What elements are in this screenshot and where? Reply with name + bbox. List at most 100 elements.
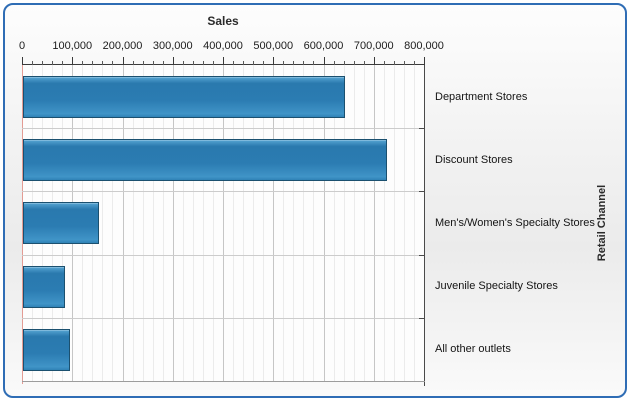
major-tick — [172, 57, 174, 65]
minor-tick — [202, 61, 204, 65]
minor-tick — [162, 61, 164, 65]
minor-gridline — [343, 65, 345, 381]
minor-tick — [112, 61, 114, 65]
major-tick — [273, 57, 275, 65]
minor-tick — [62, 61, 64, 65]
category-axis-title: Retail Channel — [596, 184, 608, 262]
plot-bottom-line — [22, 381, 425, 382]
minor-tick — [293, 61, 295, 65]
minor-tick — [303, 61, 305, 65]
major-tick — [424, 57, 425, 65]
minor-tick — [182, 61, 184, 65]
bar — [23, 202, 99, 245]
minor-gridline — [233, 65, 235, 381]
minor-tick — [152, 61, 154, 65]
row-boundary-line — [22, 128, 424, 130]
minor-gridline — [333, 65, 335, 381]
minor-gridline — [283, 65, 285, 381]
minor-gridline — [202, 65, 204, 381]
minor-gridline — [112, 65, 114, 381]
category-label: Men's/Women's Specialty Stores — [435, 217, 595, 229]
major-gridline — [122, 65, 124, 381]
row-boundary-line — [22, 317, 424, 319]
minor-tick — [313, 61, 315, 65]
minor-tick — [363, 61, 365, 65]
minor-tick — [82, 61, 84, 65]
minor-tick — [192, 61, 194, 65]
minor-gridline — [152, 65, 154, 381]
minor-tick — [413, 61, 415, 65]
value-axis-tick-label: 300,000 — [152, 40, 193, 52]
minor-tick — [383, 61, 385, 65]
minor-tick — [403, 61, 405, 65]
minor-gridline — [162, 65, 164, 381]
minor-gridline — [102, 65, 104, 381]
minor-tick — [102, 61, 104, 65]
minor-tick — [132, 61, 134, 65]
minor-gridline — [212, 65, 214, 381]
minor-tick — [92, 61, 94, 65]
minor-tick — [263, 61, 265, 65]
minor-tick — [52, 61, 54, 65]
major-gridline — [172, 65, 174, 381]
category-axis-tick — [419, 254, 425, 256]
major-gridline — [223, 65, 224, 381]
category-label: Department Stores — [435, 90, 528, 103]
category-axis-line — [424, 62, 425, 386]
row-boundary-line — [22, 191, 424, 193]
value-axis-tick-label: 200,000 — [102, 40, 143, 52]
category-label: All other outlets — [435, 343, 511, 356]
minor-gridline — [313, 65, 315, 381]
minor-tick — [393, 61, 395, 65]
major-gridline — [273, 65, 275, 381]
value-axis-tick-label: 0 — [18, 40, 26, 52]
bar — [23, 76, 345, 118]
value-axis-tick-label: 500,000 — [253, 40, 294, 52]
minor-tick — [32, 61, 34, 65]
value-axis-tick-label: 100,000 — [52, 40, 93, 52]
minor-gridline — [353, 65, 355, 381]
minor-tick — [283, 61, 285, 65]
row-boundary-line — [22, 254, 424, 256]
minor-gridline — [142, 65, 144, 381]
value-axis-tick-label: 600,000 — [303, 40, 344, 52]
value-axis-tick-label: 700,000 — [353, 40, 394, 52]
minor-tick — [212, 61, 214, 65]
minor-gridline — [243, 65, 245, 381]
minor-gridline — [363, 65, 365, 381]
minor-tick — [233, 61, 235, 65]
minor-tick — [253, 61, 255, 65]
category-axis-tick — [419, 317, 425, 319]
bar — [23, 265, 65, 308]
minor-gridline — [403, 65, 405, 381]
category-label: Discount Stores — [435, 153, 513, 166]
major-gridline — [323, 65, 325, 381]
minor-gridline — [132, 65, 134, 381]
minor-tick — [142, 61, 144, 65]
major-tick — [373, 57, 375, 65]
zero-baseline — [22, 65, 23, 384]
minor-tick — [333, 61, 335, 65]
value-axis-tick-label: 800,000 — [404, 40, 444, 52]
minor-gridline — [263, 65, 265, 381]
major-tick — [223, 57, 224, 65]
value-axis-tick-label: 400,000 — [203, 40, 243, 52]
minor-gridline — [182, 65, 184, 381]
category-axis-tick — [419, 128, 425, 130]
category-label: Juvenile Specialty Stores — [435, 280, 558, 293]
minor-gridline — [192, 65, 194, 381]
major-gridline — [373, 65, 375, 381]
major-tick — [22, 57, 23, 65]
minor-gridline — [293, 65, 295, 381]
minor-gridline — [383, 65, 385, 381]
bar — [23, 139, 387, 182]
minor-gridline — [413, 65, 415, 381]
bar — [23, 328, 71, 371]
minor-gridline — [303, 65, 305, 381]
minor-tick — [42, 61, 44, 65]
value-axis-title: Sales — [207, 14, 239, 28]
major-tick — [122, 57, 124, 65]
minor-gridline — [253, 65, 255, 381]
